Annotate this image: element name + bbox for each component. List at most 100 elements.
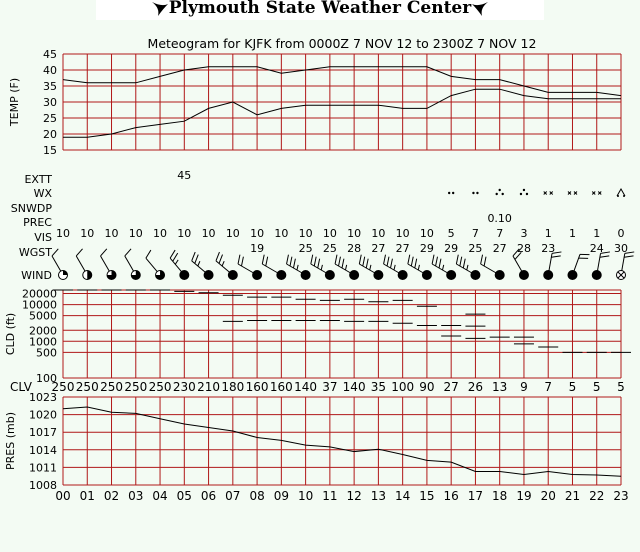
drizzle-dot	[476, 191, 479, 195]
hour-tick-label: 16	[444, 489, 459, 503]
wind-barb-feather	[551, 255, 561, 258]
row-label-extt: EXTT	[24, 173, 52, 186]
clv-value: 230	[173, 380, 196, 394]
cloud-tick-label: 100	[36, 372, 57, 385]
sky-cover-fill	[155, 270, 165, 280]
wind-station	[567, 253, 590, 280]
wind-barb-staff	[597, 253, 602, 271]
wind-station	[51, 248, 68, 280]
wind-barb-feather	[218, 254, 223, 264]
wind-barb-half-feather	[344, 264, 348, 271]
temp-tick-label: 20	[43, 128, 57, 141]
vis-value: 10	[371, 227, 385, 240]
vis-value: 10	[129, 227, 143, 240]
wind-barb-feather	[194, 254, 199, 264]
wind-station	[616, 251, 635, 280]
vis-value: 10	[80, 227, 94, 240]
wind-station	[407, 254, 432, 280]
wx-symbol-drizzle	[472, 191, 479, 195]
row-label-wind: WIND	[21, 269, 52, 282]
wind-barb-half-feather	[296, 264, 299, 271]
wind-barb-feather	[100, 248, 108, 257]
wind-barb-feather	[358, 254, 362, 265]
wind-station	[383, 254, 408, 280]
wind-barb-staff	[51, 255, 62, 272]
wind-barb-feather	[289, 256, 293, 267]
wind-barb-feather	[169, 249, 176, 259]
vis-value: 10	[153, 227, 167, 240]
wind-barb-feather	[407, 254, 411, 265]
wind-barb-feather	[390, 258, 393, 269]
sky-cover-fill	[107, 270, 117, 280]
vis-value: 1	[593, 227, 600, 240]
clv-value: 210	[197, 380, 220, 394]
obscured-mark	[617, 271, 625, 279]
wind-barb-feather	[292, 258, 296, 269]
pres-tick-label: 1020	[29, 409, 57, 422]
hour-tick-label: 03	[128, 489, 143, 503]
hour-tick-label: 22	[589, 489, 604, 503]
wind-barb-feather	[310, 254, 314, 265]
vis-value: 5	[448, 227, 455, 240]
wind-barb-staff	[512, 255, 523, 272]
clv-value: 250	[52, 380, 75, 394]
temp-tick-label: 15	[43, 144, 57, 157]
drizzle-dot	[447, 191, 451, 195]
vis-value: 10	[299, 227, 313, 240]
sky-cover-fill	[87, 270, 92, 280]
cloud-tick-label: 500	[36, 346, 57, 359]
snow-mark	[597, 191, 602, 195]
hour-tick-label: 19	[516, 489, 531, 503]
hour-tick-label: 18	[492, 489, 507, 503]
drizzle-dot	[501, 192, 504, 196]
snow-dot	[623, 195, 625, 197]
wind-station	[591, 251, 611, 280]
wind-barb-staff	[100, 255, 110, 272]
clv-value: 180	[221, 380, 244, 394]
wind-barb-feather	[599, 255, 610, 258]
wind-barb-staff	[480, 263, 497, 274]
wx-symbol-drizzle	[447, 191, 455, 195]
cloud-tick-label: 5000	[29, 310, 57, 323]
clv-value: 5	[593, 380, 601, 394]
shower-triangle	[616, 187, 626, 197]
clv-value: 26	[468, 380, 483, 394]
vis-value: 7	[472, 227, 479, 240]
wind-barb-feather	[600, 251, 611, 254]
row-label-vis: VIS	[34, 231, 52, 244]
sky-cover-fill	[131, 270, 141, 280]
vis-value: 1	[545, 227, 552, 240]
wind-barb-staff	[191, 260, 206, 273]
vis-value: 10	[250, 227, 264, 240]
sky-cover-overcast-icon	[227, 270, 238, 280]
wgst-value: 27	[493, 242, 507, 255]
clv-label: CLV	[10, 380, 33, 394]
wind-barb-feather	[365, 258, 369, 269]
hour-tick-label: 01	[80, 489, 95, 503]
wind-barb-staff	[237, 263, 254, 274]
hour-tick-label: 21	[565, 489, 580, 503]
snow-mark	[543, 191, 548, 195]
wind-barb-half-feather	[417, 264, 420, 271]
wind-barb-staff	[359, 263, 375, 274]
wx-symbol-snow	[543, 191, 554, 195]
wx-symbol-drizzle-shower	[495, 188, 504, 196]
wind-barb-staff	[621, 253, 626, 271]
clv-value: 140	[294, 380, 317, 394]
wind-barb-staff	[407, 263, 424, 274]
wind-barb-staff	[286, 263, 302, 274]
wind-barb-feather	[431, 254, 435, 265]
drizzle-dot	[525, 192, 529, 196]
wgst-value: 23	[541, 242, 555, 255]
wgst-value: 27	[396, 242, 410, 255]
dewpoint-line	[63, 88, 621, 138]
temp-tick-label: 35	[43, 80, 57, 93]
temperature-line	[62, 66, 622, 97]
temp-tick-label: 45	[43, 48, 57, 61]
wind-barb-feather	[313, 256, 317, 267]
clv-value: 250	[149, 380, 172, 394]
drizzle-dot	[451, 191, 455, 195]
wind-barb-feather	[410, 256, 414, 267]
hour-tick-label: 08	[249, 489, 264, 503]
drizzle-dot	[498, 188, 501, 192]
